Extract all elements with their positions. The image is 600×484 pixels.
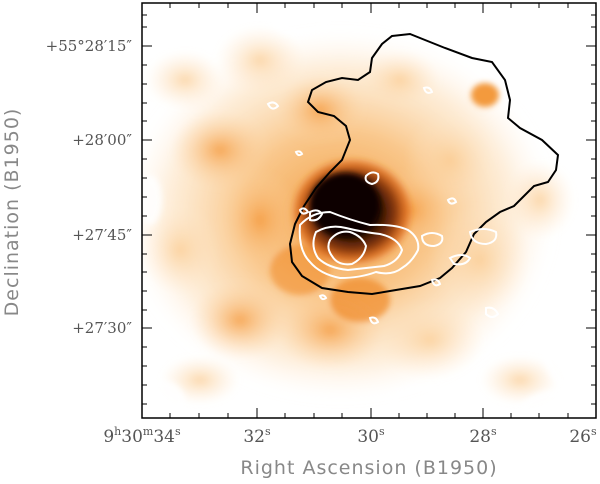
- y-tick-labels: +55°28′15″ +28′00″ +27′45″ +27′30″: [46, 37, 133, 337]
- y-tick-label: +55°28′15″: [46, 37, 133, 55]
- x-tick-label: 30s: [357, 425, 385, 447]
- y-tick-label: +27′30″: [72, 319, 132, 337]
- x-tick-labels: 9h30m34s 32s 30s 28s 26s: [103, 425, 597, 447]
- white-contours: [266, 86, 500, 325]
- plot-frame: [141, 2, 597, 419]
- emission-image: [142, 3, 596, 418]
- x-tick-label: 26s: [569, 425, 597, 447]
- x-tick-label: 32s: [243, 425, 271, 447]
- black-contour: [288, 32, 560, 296]
- tick-marks: [141, 3, 597, 418]
- x-tick-label: 28s: [469, 425, 497, 447]
- y-tick-label: +27′45″: [72, 226, 132, 244]
- diffuse-emission-patches: [142, 25, 575, 405]
- y-axis-title: Declination (B1950): [1, 108, 23, 317]
- x-axis-title: Right Ascension (B1950): [240, 457, 497, 479]
- noise-gaps: [142, 3, 596, 418]
- x-tick-label: 9h30m34s: [103, 425, 181, 447]
- y-tick-label: +28′00″: [72, 131, 132, 149]
